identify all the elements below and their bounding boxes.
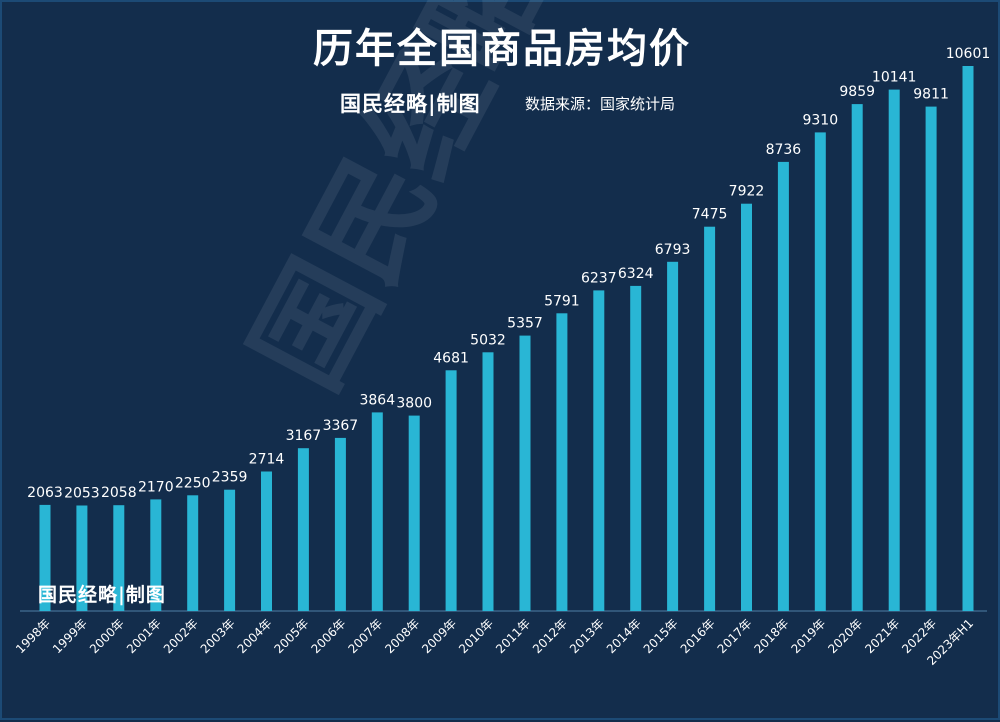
value-label: 2714: [249, 452, 285, 468]
value-label: 2170: [138, 479, 174, 495]
x-tick-label: 1999年: [50, 616, 90, 656]
value-label: 9811: [913, 87, 949, 103]
x-tick-label: 2021年: [862, 616, 902, 656]
bar-2000年: [113, 505, 125, 611]
value-label: 10141: [872, 70, 917, 86]
bar-2009年: [445, 370, 457, 611]
value-label: 6324: [618, 266, 654, 282]
bar-2022年: [925, 106, 937, 611]
x-tick-label: 2020年: [825, 616, 865, 656]
x-tick-label: 2019年: [788, 616, 828, 656]
value-label: 2359: [212, 470, 248, 486]
x-tick-label: 2003年: [198, 616, 238, 656]
x-tick-label: 2006年: [309, 616, 349, 656]
x-tick-label: 2004年: [235, 616, 275, 656]
bar-2019年: [814, 132, 826, 611]
value-label: 5032: [470, 332, 506, 348]
bar-2003年: [224, 489, 236, 611]
x-tick-label: 2017年: [715, 616, 755, 656]
x-tick-label: 2001年: [124, 616, 164, 656]
value-label: 10601: [946, 46, 991, 62]
bar-1999年: [76, 505, 88, 611]
value-label: 7475: [692, 207, 728, 223]
brand-label: 国民经略|制图: [340, 91, 481, 116]
value-label: 2058: [101, 485, 137, 501]
bar-2023年H1: [962, 66, 974, 611]
bar-2002年: [187, 495, 199, 611]
bar-2020年: [851, 104, 863, 611]
x-tick-label: 2000年: [87, 616, 127, 656]
bar-2005年: [297, 448, 309, 611]
bar-2004年: [261, 471, 272, 611]
bar-2013年: [593, 290, 605, 611]
value-label: 4681: [433, 350, 469, 366]
source-label: 数据来源：国家统计局: [525, 95, 676, 113]
bar-2011年: [519, 335, 531, 611]
bar-2015年: [667, 261, 679, 611]
x-tick-label: 2002年: [161, 616, 201, 656]
x-tick-label: 2007年: [345, 616, 385, 656]
value-label: 3864: [359, 392, 395, 408]
bar-2006年: [334, 437, 346, 611]
bar-2021年: [888, 89, 900, 612]
x-tick-label: 2018年: [752, 616, 792, 656]
value-label: 7922: [729, 184, 765, 200]
value-label: 3367: [323, 418, 359, 434]
value-label: 2063: [27, 485, 63, 501]
bar-2010年: [482, 352, 494, 611]
x-tick-label: 2013年: [567, 616, 607, 656]
x-tick-label: 2005年: [272, 616, 312, 656]
value-label: 5357: [507, 316, 543, 332]
chart-title: 历年全国商品房均价: [313, 26, 691, 72]
value-label: 5791: [544, 293, 580, 309]
brand-label-bottom: 国民经略|制图: [38, 584, 166, 606]
value-label: 3800: [396, 396, 432, 412]
x-tick-label: 1998年: [13, 616, 53, 656]
x-tick-label: 2010年: [456, 616, 496, 656]
x-tick-label: 2016年: [678, 616, 718, 656]
value-label: 6237: [581, 270, 617, 286]
x-tick-label: 2011年: [493, 616, 533, 656]
bar-2016年: [704, 226, 716, 611]
bar-2017年: [741, 203, 752, 611]
x-tick-label: 2008年: [382, 616, 422, 656]
value-label: 6793: [655, 242, 691, 258]
value-label: 2250: [175, 475, 211, 491]
bar-2012年: [556, 313, 568, 611]
value-label: 3167: [286, 428, 322, 444]
value-label: 8736: [766, 142, 802, 158]
bar-2014年: [630, 285, 642, 611]
x-tick-label: 2012年: [530, 616, 570, 656]
value-label: 2053: [64, 486, 100, 502]
value-label: 9859: [839, 84, 875, 100]
x-tick-label: 2009年: [419, 616, 459, 656]
bar-2008年: [408, 415, 420, 611]
bar-2018年: [777, 161, 789, 611]
bar-2001年: [150, 499, 162, 611]
x-tick-label: 2015年: [641, 616, 681, 656]
x-tick-label: 2014年: [604, 616, 644, 656]
bar-1998年: [39, 504, 51, 611]
bar-2007年: [371, 412, 383, 611]
value-label: 9310: [802, 112, 838, 128]
